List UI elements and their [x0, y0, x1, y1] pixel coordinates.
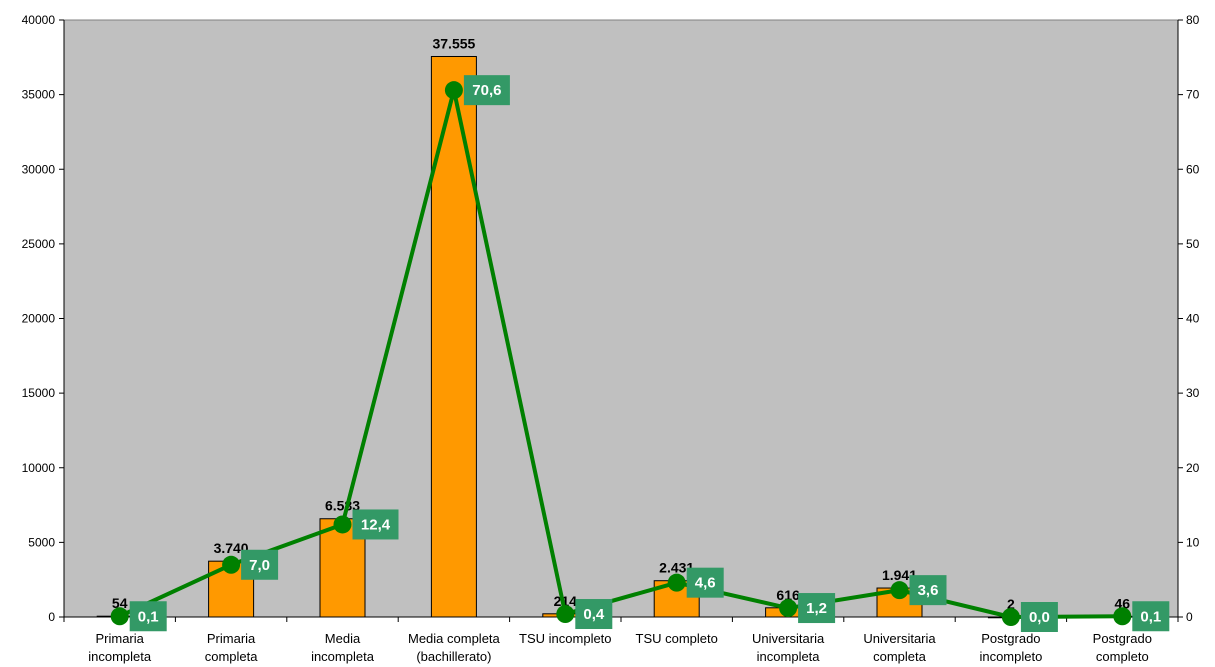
- left-tick-label: 10000: [22, 461, 56, 475]
- line-data-label-box: [1020, 602, 1058, 632]
- plot-area: [63, 19, 1179, 618]
- line-data-label-box: [798, 593, 836, 624]
- line-point: [110, 607, 129, 626]
- x-tick-label-line: Universitaria: [752, 631, 825, 646]
- right-y-axis: 0 10 20 30 40 50 60 70 80: [1177, 13, 1200, 624]
- line-data-label-box: [352, 509, 399, 540]
- left-tick-label: 0: [48, 610, 55, 624]
- x-tick-label-line: completa: [873, 649, 927, 664]
- x-tick-label-line: incompleto: [979, 649, 1042, 664]
- x-tick-label-line: Primaria: [95, 631, 144, 646]
- x-tick-label-line: incompleta: [88, 649, 152, 664]
- x-tick-label: Universitaria completa: [863, 631, 936, 664]
- right-tick-label: 50: [1186, 237, 1200, 251]
- line-data-label-box: [909, 575, 947, 606]
- x-tick-label-line: TSU incompleto: [519, 631, 611, 646]
- bar-data-label: 2.431: [659, 560, 694, 576]
- left-tick-label: 35000: [22, 88, 56, 102]
- x-tick-label: Universitaria incompleta: [752, 631, 825, 664]
- bar-data-label: 1.941: [882, 567, 917, 583]
- right-tick-label: 40: [1186, 312, 1200, 326]
- line-point: [667, 573, 686, 592]
- line-point: [556, 605, 575, 624]
- line-point: [444, 81, 463, 100]
- x-tick-label-line: Media: [325, 631, 361, 646]
- x-tick-label: Media completa (bachillerato): [408, 631, 501, 664]
- left-tick-label: 5000: [28, 535, 55, 549]
- x-tick-label-line: Primaria: [207, 631, 256, 646]
- x-tick-label: Primaria completa: [205, 631, 259, 664]
- bar: [430, 55, 477, 618]
- line-data-label-box: [463, 75, 510, 106]
- x-tick-label-line: completo: [1096, 649, 1149, 664]
- x-tick-label-line: (bachillerato): [416, 649, 491, 664]
- line-series: [110, 81, 1132, 626]
- right-tick-label: 10: [1186, 535, 1200, 549]
- series-line: [118, 88, 1123, 619]
- line-data-label-box: [575, 599, 613, 630]
- x-tick-label-line: Postgrado: [981, 631, 1040, 646]
- line-data-label: 0,4: [583, 606, 605, 623]
- bar-data-label: 54: [112, 595, 128, 611]
- x-tick-label: TSU incompleto: [519, 631, 611, 646]
- bar-data-label: 616: [776, 587, 800, 603]
- x-tick-label-line: incompleta: [311, 649, 375, 664]
- right-tick-label: 80: [1186, 13, 1200, 27]
- bar-data-label: 46: [1115, 595, 1131, 611]
- x-tick-label-line: completa: [205, 649, 259, 664]
- left-tick-label: 30000: [22, 162, 56, 176]
- line-data-label: 4,6: [695, 575, 716, 592]
- line-point: [779, 599, 798, 618]
- x-tick-label: TSU completo: [636, 631, 718, 646]
- line-point: [1113, 607, 1132, 626]
- line-data-label-box: [1132, 601, 1170, 632]
- right-tick-label: 30: [1186, 386, 1200, 400]
- line-data-label: 1,2: [806, 600, 827, 617]
- right-tick-label: 70: [1186, 88, 1200, 102]
- right-tick-label: 0: [1186, 610, 1193, 624]
- x-tick-label: Postgrado completo: [1093, 631, 1152, 664]
- line-data-label-box: [686, 567, 724, 598]
- line-data-label: 7,0: [249, 557, 270, 574]
- left-tick-label: 40000: [22, 13, 56, 27]
- bar-data-label: 2: [1007, 596, 1015, 612]
- line-point: [222, 555, 241, 574]
- line-data-label: 0,0: [1029, 609, 1050, 626]
- line-data-label-box: [129, 601, 167, 632]
- line-data-label: 3,6: [918, 582, 939, 599]
- line-data-label: 70,6: [472, 82, 501, 99]
- x-tick-label: Primaria incompleta: [88, 631, 152, 664]
- x-tick-label-line: Universitaria: [863, 631, 936, 646]
- line-point: [333, 515, 352, 534]
- x-tick-label: Media incompleta: [311, 631, 375, 664]
- right-tick-label: 60: [1186, 162, 1200, 176]
- left-y-axis: 0 5000 10000 15000 20000 25000 30000 35000 40000: [22, 13, 65, 624]
- bar-data-label: 37.555: [432, 35, 475, 51]
- x-tick-label-line: incompleta: [757, 649, 821, 664]
- line-data-label: 12,4: [361, 516, 391, 533]
- left-tick-label: 15000: [22, 386, 56, 400]
- x-tick-label: Postgrado incompleto: [979, 631, 1042, 664]
- x-tick-label-line: Media completa: [408, 631, 501, 646]
- line-point: [890, 581, 909, 600]
- x-tick-label-line: Postgrado: [1093, 631, 1152, 646]
- left-tick-label: 25000: [22, 237, 56, 251]
- line-data-label: 0,1: [1140, 608, 1161, 625]
- bar-data-labels: 54 3.740 6.583 37.555 214 2.431 616 1.941 2 46: [112, 35, 1130, 611]
- line-data-label: 0,1: [138, 608, 159, 625]
- bar-data-label: 6.583: [325, 498, 360, 514]
- left-tick-label: 20000: [22, 312, 56, 326]
- right-tick-label: 20: [1186, 461, 1200, 475]
- bar-data-label: 3.740: [214, 540, 249, 556]
- line-data-labels: 0,1 7,0 12,4 70,6 0,4 4,6 1,2 3,6 0,0 0,1: [129, 75, 1170, 632]
- line-data-label-box: [241, 549, 279, 580]
- x-tick-label-line: TSU completo: [636, 631, 718, 646]
- line-point: [1001, 608, 1020, 626]
- bar-data-label: 214: [554, 593, 578, 609]
